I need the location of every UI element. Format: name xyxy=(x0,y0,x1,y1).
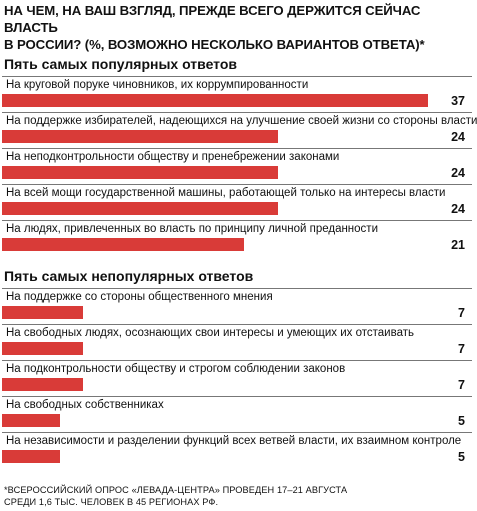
row-divider xyxy=(2,360,472,361)
row-divider xyxy=(2,112,472,113)
category-label: На подконтрольности обществу и строгом с… xyxy=(6,363,346,375)
row-divider xyxy=(2,184,472,185)
bar xyxy=(2,166,278,179)
category-label: На круговой поруке чиновников, их коррум… xyxy=(6,79,309,91)
bar xyxy=(2,130,278,143)
category-label: На независимости и разделении функций вс… xyxy=(6,435,462,447)
row-divider xyxy=(2,396,472,397)
title-line-2: В РОССИИ? (%, ВОЗМОЖНО НЕСКОЛЬКО ВАРИАНТ… xyxy=(4,37,425,52)
row-divider xyxy=(2,220,472,221)
bar xyxy=(2,414,60,427)
value-label: 7 xyxy=(458,306,465,320)
footnote: *ВСЕРОССИЙСКИЙ ОПРОС «ЛЕВАДА-ЦЕНТРА» ПРО… xyxy=(4,484,347,508)
bar xyxy=(2,202,278,215)
category-label: На неподконтрольности обществу и пренебр… xyxy=(6,151,340,163)
row-divider xyxy=(2,432,472,433)
bar xyxy=(2,306,83,319)
value-label: 5 xyxy=(458,450,465,464)
row-divider xyxy=(2,148,472,149)
chart-title: НА ЧЕМ, НА ВАШ ВЗГЛЯД, ПРЕЖДЕ ВСЕГО ДЕРЖ… xyxy=(4,2,474,53)
footnote-line-2: СРЕДИ 1,6 ТЫС. ЧЕЛОВЕК В 45 РЕГИОНАХ РФ. xyxy=(4,497,219,507)
value-label: 24 xyxy=(451,202,465,216)
section-title-popular: Пять самых популярных ответов xyxy=(4,56,237,72)
category-label: На всей мощи государственной машины, раб… xyxy=(6,187,446,199)
bar xyxy=(2,450,60,463)
value-label: 24 xyxy=(451,166,465,180)
footnote-line-1: *ВСЕРОССИЙСКИЙ ОПРОС «ЛЕВАДА-ЦЕНТРА» ПРО… xyxy=(4,485,348,495)
bar xyxy=(2,378,83,391)
category-label: На людях, привлеченных во власть по прин… xyxy=(6,223,378,235)
row-divider xyxy=(2,324,472,325)
value-label: 7 xyxy=(458,342,465,356)
bar xyxy=(2,238,244,251)
bar xyxy=(2,94,428,107)
bar xyxy=(2,342,83,355)
value-label: 37 xyxy=(451,94,465,108)
value-label: 5 xyxy=(458,414,465,428)
value-label: 21 xyxy=(451,238,465,252)
value-label: 7 xyxy=(458,378,465,392)
row-divider xyxy=(2,288,472,289)
category-label: На свободных собственниках xyxy=(6,399,164,411)
section-title-unpopular: Пять самых непопулярных ответов xyxy=(4,268,254,284)
category-label: На поддержке со стороны общественного мн… xyxy=(6,291,273,303)
category-label: На поддержке избирателей, надеющихся на … xyxy=(6,115,477,127)
row-divider xyxy=(2,76,472,77)
title-line-1: НА ЧЕМ, НА ВАШ ВЗГЛЯД, ПРЕЖДЕ ВСЕГО ДЕРЖ… xyxy=(4,3,421,35)
value-label: 24 xyxy=(451,130,465,144)
category-label: На свободных людях, осознающих свои инте… xyxy=(6,327,414,339)
